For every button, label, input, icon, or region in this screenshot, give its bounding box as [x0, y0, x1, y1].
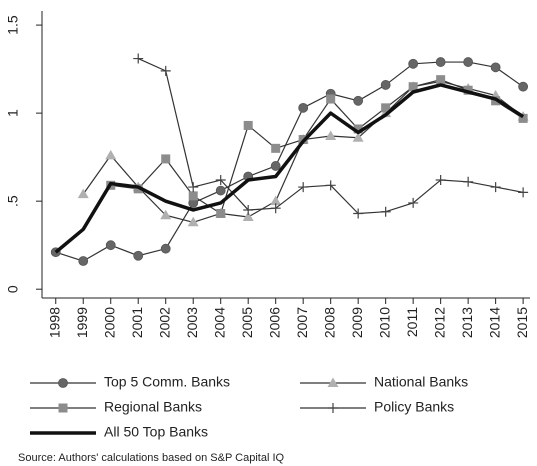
marker: [328, 403, 338, 413]
x-tick-label: 2004: [211, 307, 227, 338]
marker: [215, 185, 226, 196]
marker: [435, 57, 446, 67]
x-tick-label: 2013: [459, 307, 475, 338]
marker: [490, 182, 501, 193]
source-note: Source: Authors' calculations based on S…: [18, 452, 284, 464]
marker: [215, 175, 226, 186]
marker: [216, 208, 226, 218]
y-tick-label: 0: [5, 285, 21, 293]
marker: [58, 403, 68, 413]
marker: [188, 191, 198, 201]
x-tick-label: 2015: [514, 307, 530, 338]
marker: [188, 182, 199, 193]
marker: [408, 58, 419, 69]
x-tick-label: 1998: [46, 307, 62, 338]
marker: [187, 216, 199, 227]
marker: [518, 187, 529, 198]
marker: [490, 62, 501, 73]
marker: [243, 204, 254, 215]
marker: [352, 132, 364, 142]
marker: [242, 211, 254, 222]
marker: [353, 208, 364, 219]
x-tick-label: 2010: [376, 307, 392, 338]
legend-label: Regional Banks: [104, 399, 202, 415]
x-tick-label: 2006: [266, 307, 282, 338]
marker: [408, 197, 419, 208]
x-tick-label: 2003: [184, 307, 200, 338]
marker: [77, 188, 89, 199]
marker: [518, 113, 528, 123]
marker: [380, 80, 391, 90]
marker: [408, 82, 418, 92]
marker: [270, 195, 282, 206]
marker: [160, 209, 172, 220]
x-tick-label: 2009: [349, 307, 365, 338]
marker: [105, 149, 117, 160]
x-tick-label: 2011: [404, 307, 420, 337]
marker: [380, 206, 391, 217]
legend-label: National Banks: [374, 374, 468, 390]
x-tick-label: 2001: [129, 307, 145, 338]
x-tick-label: 2008: [321, 307, 337, 338]
x-tick-label: 2012: [431, 307, 447, 338]
marker: [298, 102, 309, 113]
marker: [133, 53, 144, 64]
marker: [270, 161, 281, 171]
marker: [436, 75, 446, 85]
x-tick-label: 2002: [156, 307, 172, 338]
marker: [243, 120, 253, 130]
series-line: [110, 79, 524, 215]
marker: [271, 143, 281, 153]
marker: [381, 103, 391, 113]
x-tick-label: 1999: [74, 307, 90, 338]
y-tick-label: 1.5: [5, 15, 21, 35]
marker: [325, 180, 336, 191]
legend-label: All 50 Top Banks: [104, 424, 208, 440]
x-tick-label: 2000: [101, 307, 117, 338]
x-tick-label: 2005: [239, 307, 255, 338]
marker: [58, 378, 68, 388]
marker: [327, 377, 339, 387]
series-line: [54, 83, 525, 254]
x-tick-label: 2007: [294, 307, 310, 338]
series-line: [82, 80, 524, 223]
marker: [78, 256, 89, 266]
legend-label: Policy Banks: [374, 399, 454, 415]
marker: [463, 176, 474, 187]
marker: [105, 240, 116, 251]
legend-label: Top 5 Comm. Banks: [104, 374, 230, 390]
marker: [435, 175, 446, 186]
y-tick-label: 1: [5, 109, 21, 117]
marker: [270, 203, 281, 214]
marker: [326, 94, 336, 104]
marker: [325, 130, 337, 141]
marker: [133, 250, 144, 261]
y-tick-label: .5: [5, 195, 21, 207]
marker: [161, 154, 171, 164]
marker: [353, 124, 363, 134]
marker: [298, 182, 309, 193]
marker: [160, 65, 171, 76]
marker: [463, 57, 474, 67]
x-tick-label: 2014: [486, 307, 502, 338]
marker: [518, 81, 529, 92]
marker: [160, 243, 171, 254]
marker: [353, 95, 364, 106]
